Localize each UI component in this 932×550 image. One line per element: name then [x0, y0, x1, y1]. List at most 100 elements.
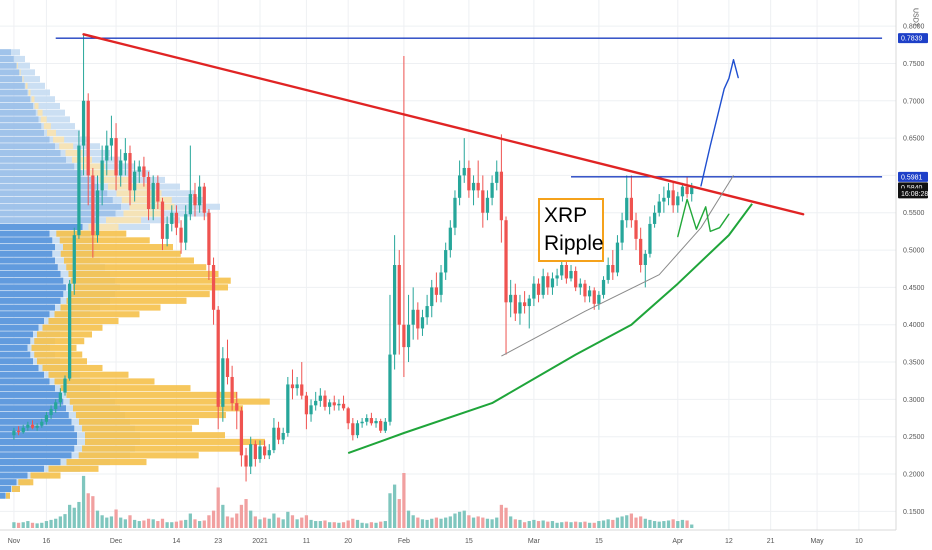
projection-blue-arrow[interactable]: [700, 59, 739, 187]
volume-bar: [323, 520, 327, 528]
volume-bar: [634, 517, 638, 528]
candle-body: [383, 421, 387, 431]
candle-body: [272, 427, 276, 451]
candle-body: [198, 186, 202, 206]
volume-bar: [151, 519, 155, 528]
volume-bar: [578, 522, 582, 528]
candle-body: [300, 384, 304, 396]
candle-body: [253, 444, 257, 460]
profile-bar-blue: [0, 351, 31, 358]
candle-body: [555, 275, 559, 279]
profile-bar-orange: [48, 465, 99, 472]
candle-body: [527, 298, 531, 307]
profile-bar-blue: [0, 459, 61, 466]
profile-bar-orange: [31, 96, 35, 103]
volume-bar: [629, 513, 634, 528]
candle-body: [611, 265, 615, 273]
volume-bar: [346, 520, 350, 528]
profile-bar-orange: [60, 304, 161, 311]
profile-bar-orange: [6, 492, 10, 499]
price-label-box: [898, 188, 928, 199]
volume-bar: [309, 519, 313, 528]
projection-green-wave[interactable]: [677, 198, 730, 238]
candle-body: [123, 153, 127, 161]
grey-support-trendline[interactable]: [501, 175, 734, 357]
volume-bar: [137, 521, 141, 528]
candle-body: [574, 270, 578, 288]
profile-bar-blue: [0, 472, 28, 479]
candle-body: [230, 376, 234, 404]
candle-body: [16, 430, 21, 433]
candlesticks: [12, 34, 694, 482]
candle-body: [63, 378, 67, 393]
profile-bar-orange: [54, 378, 155, 385]
profile-bar-blue: [0, 257, 55, 264]
candle-body: [202, 186, 206, 213]
candle-body: [606, 265, 610, 280]
profile-bar-blue: [0, 170, 83, 177]
volume-bar: [300, 517, 304, 528]
green-support-trendline[interactable]: [347, 203, 753, 455]
volume-bar: [100, 515, 104, 528]
volume-bar: [276, 517, 281, 528]
candle-body: [146, 176, 151, 210]
profile-bar-blue-light: [0, 109, 65, 116]
volume-bar: [509, 516, 513, 528]
profile-bar-orange: [18, 479, 34, 486]
profile-bar-blue: [0, 418, 72, 425]
profile-bar-orange: [98, 176, 131, 183]
profile-bar-blue-light: [0, 69, 35, 76]
time-tick-label: 15: [465, 538, 473, 545]
profile-bar-orange: [73, 405, 243, 412]
candle-body: [471, 182, 476, 191]
volume-bar: [114, 509, 118, 528]
profile-bar-blue: [0, 109, 36, 116]
red-descending-trendline[interactable]: [82, 33, 805, 216]
profile-bar-orange: [63, 244, 173, 251]
candle-body: [462, 167, 466, 176]
candle-body: [133, 171, 137, 191]
volume-bar: [355, 519, 360, 528]
volume-bar: [221, 504, 225, 528]
volume-bar: [286, 511, 290, 528]
profile-bar-blue: [0, 398, 64, 405]
candle-body: [639, 238, 643, 265]
volume-bar: [406, 510, 411, 528]
annotation-line-2: Ripple: [544, 232, 604, 255]
price-axis[interactable]: USDT 0.80000.75000.70000.65000.60000.550…: [895, 0, 925, 530]
volume-bar: [244, 499, 248, 528]
profile-bar-blue: [0, 465, 44, 472]
candle-body: [550, 278, 555, 288]
candle-body: [546, 276, 550, 288]
profile-bar-orange: [66, 391, 237, 398]
volume-bar: [12, 522, 16, 528]
volume-bar: [592, 522, 596, 528]
profile-bar-orange: [16, 62, 18, 69]
xrp-ripple-annotation[interactable]: XRP Ripple: [538, 198, 604, 262]
price-tick-label: 0.8000: [903, 24, 925, 31]
candle-body: [72, 235, 76, 284]
candle-body: [671, 190, 675, 206]
volume-bar: [216, 487, 220, 528]
candle-body: [276, 427, 281, 440]
volume-bar: [341, 522, 346, 528]
candle-body: [648, 223, 652, 254]
profile-bar-orange: [69, 291, 210, 298]
profile-bar-blue-light: [0, 55, 25, 63]
candle-body: [295, 384, 299, 389]
profile-bar-blue-light: [0, 210, 210, 217]
profile-bar-orange: [42, 324, 103, 331]
candle-body: [406, 324, 411, 348]
candle-body: [615, 242, 620, 273]
candle-body: [258, 446, 262, 460]
volume-bar: [388, 493, 392, 528]
volume-bar: [532, 519, 536, 528]
profile-bar-blue: [0, 291, 64, 298]
time-axis[interactable]: Nov 16 Dec 14 23 2021 11 20 Feb 15 Mar 15 Apr 12 21 May…: [0, 529, 896, 545]
profile-bar-blue-light: [0, 116, 70, 123]
candle-body: [49, 409, 53, 416]
volume-bar: [267, 518, 271, 528]
profile-bar-blue-light: [0, 136, 90, 143]
profile-bar-orange: [85, 432, 225, 439]
volume-bar: [179, 520, 183, 528]
